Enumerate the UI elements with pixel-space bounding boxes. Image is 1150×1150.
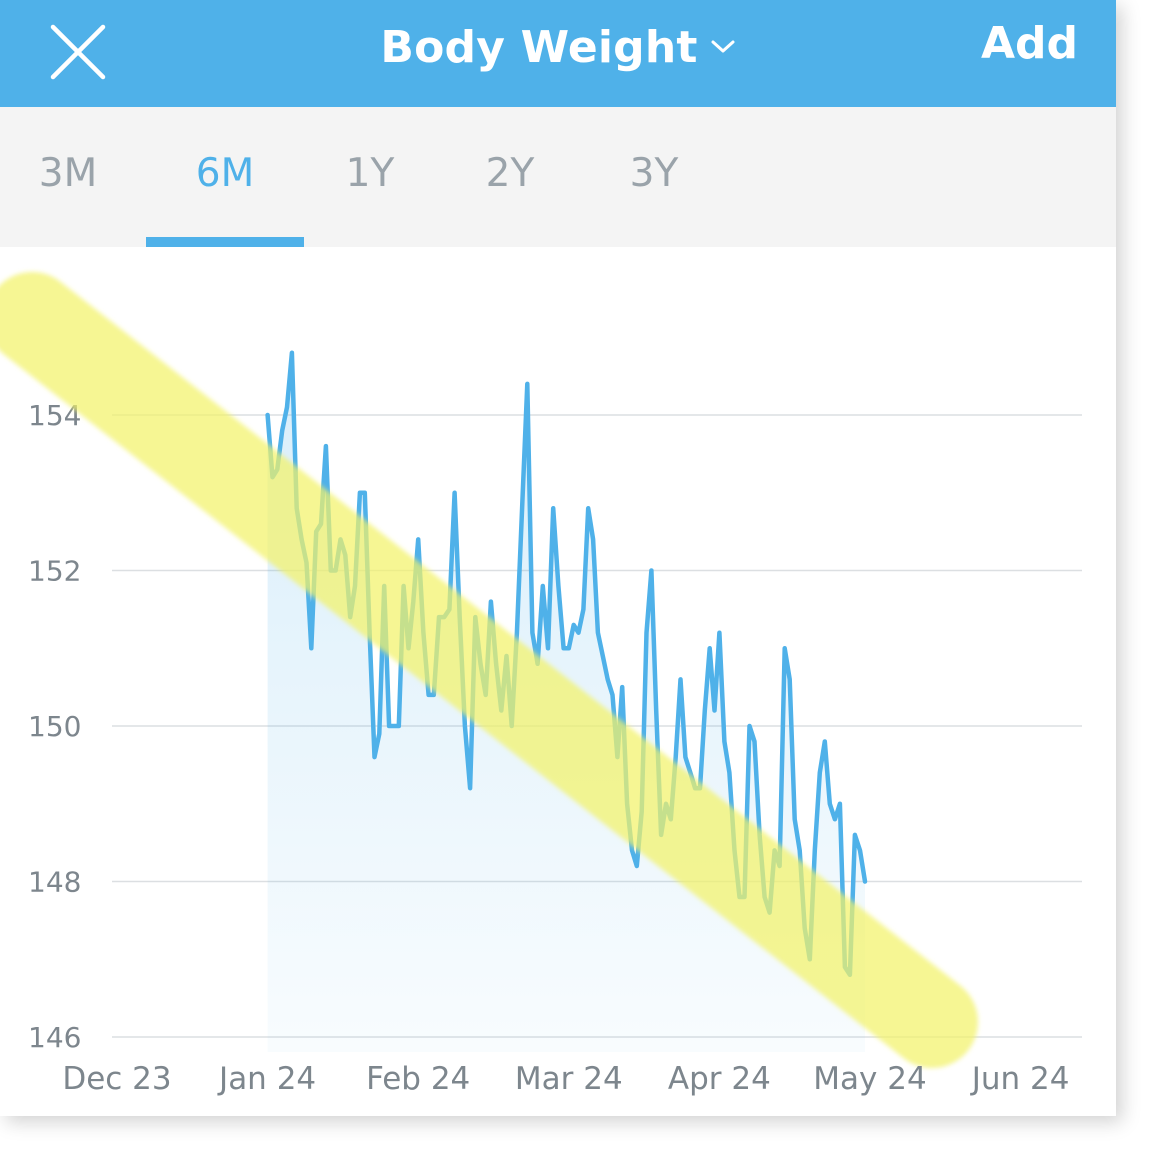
- x-tick-label: Dec 23: [62, 1061, 171, 1097]
- x-axis-labels: Dec 23 Jan 24 Feb 24 Mar 24 Apr 24 May 24 Jun …: [62, 1061, 1069, 1097]
- x-tick-label: Feb 24: [366, 1061, 470, 1097]
- tab-3m[interactable]: 3M: [38, 151, 98, 196]
- page-title: Body Weight: [380, 21, 698, 73]
- x-tick-label: Mar 24: [515, 1061, 623, 1097]
- y-tick-label: 148: [28, 866, 81, 899]
- y-tick-label: 146: [28, 1021, 81, 1054]
- x-tick-label: Jun 24: [970, 1061, 1070, 1097]
- y-tick-label: 152: [28, 555, 81, 588]
- app-window: Body Weight Add 3M 6M 1Y 2Y 3Y 154 152 150…: [0, 0, 1116, 1097]
- range-tab-bar: 3M 6M 1Y 2Y 3Y: [0, 107, 1116, 247]
- x-tick-label: Apr 24: [668, 1061, 771, 1097]
- trend-highlighter: [0, 272, 978, 1068]
- y-tick-label: 150: [28, 710, 81, 743]
- x-tick-label: Jan 24: [217, 1061, 316, 1097]
- tab-6m[interactable]: 6M: [195, 151, 255, 196]
- chevron-down-icon: [711, 40, 735, 53]
- close-icon: [50, 24, 106, 80]
- close-button[interactable]: [44, 18, 112, 86]
- x-tick-label: May 24: [813, 1061, 926, 1097]
- tab-3y[interactable]: 3Y: [629, 151, 679, 196]
- top-bar: Body Weight Add: [0, 0, 1116, 107]
- tab-2y[interactable]: 2Y: [485, 151, 535, 196]
- title-dropdown[interactable]: Body Weight: [380, 22, 735, 73]
- active-tab-indicator: [146, 237, 304, 247]
- add-button[interactable]: Add: [980, 18, 1078, 69]
- tab-1y[interactable]: 1Y: [345, 151, 395, 196]
